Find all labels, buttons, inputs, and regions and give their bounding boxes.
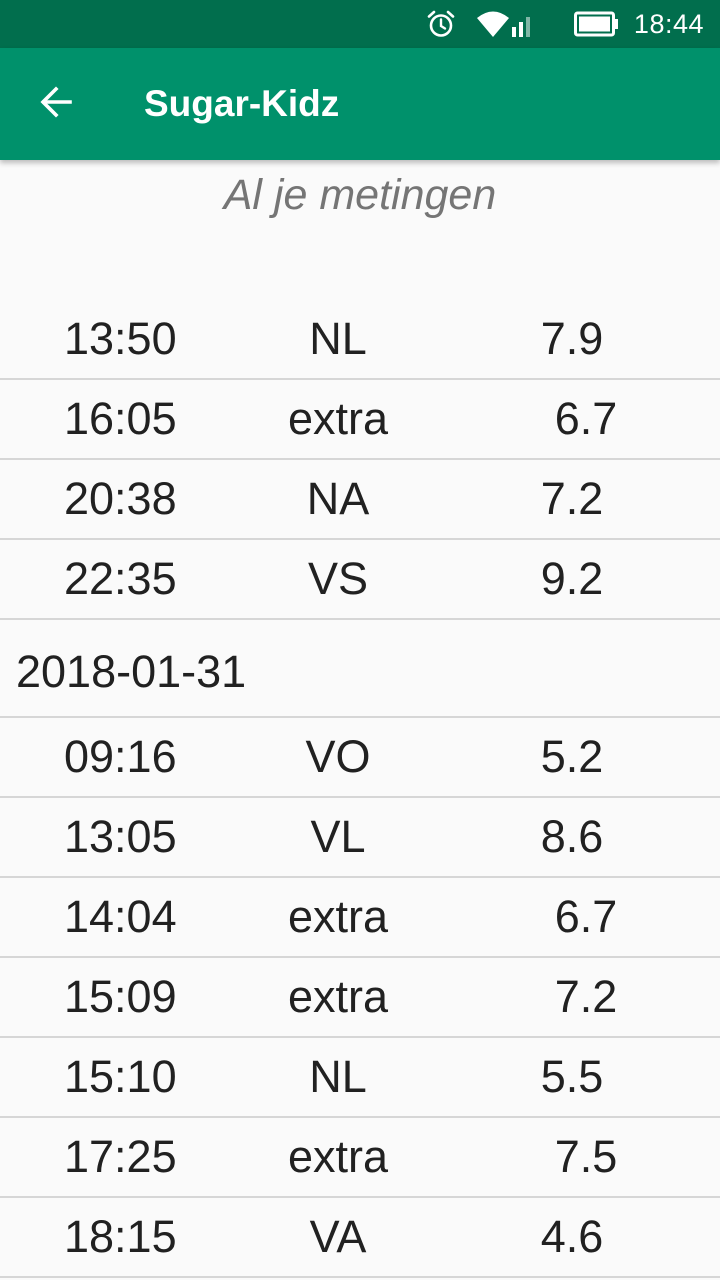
- measurement-time: 18:15: [64, 1211, 177, 1262]
- measurement-value: 6.7: [554, 891, 618, 942]
- back-button[interactable]: [20, 76, 92, 132]
- measurement-time: 13:50: [64, 313, 177, 364]
- measurement-type: VO: [305, 731, 371, 782]
- measurement-type: NA: [306, 473, 370, 524]
- wifi-icon: [476, 9, 510, 39]
- measurement-value: 8.6: [540, 811, 604, 862]
- list-item[interactable]: 15:09 extra 7.2: [0, 958, 720, 1038]
- signal-icon: [510, 9, 534, 39]
- list-item[interactable]: 13:05 VL 8.6: [0, 798, 720, 878]
- measurement-value: 7.5: [554, 1131, 618, 1182]
- measurement-value: 9.2: [540, 553, 604, 604]
- measurement-type: NL: [309, 313, 367, 364]
- arrow-back-icon: [38, 84, 74, 125]
- measurement-value: 7.9: [540, 313, 604, 364]
- measurement-type: extra: [287, 891, 389, 942]
- list-item[interactable]: 16:05 extra 6.7: [0, 380, 720, 460]
- date-header: 2018-01-31: [16, 646, 247, 697]
- measurement-value: 7.2: [540, 473, 604, 524]
- measurement-time: 20:38: [64, 473, 177, 524]
- measurement-type: VS: [307, 553, 369, 604]
- status-icons: 18:44: [426, 0, 704, 48]
- list-item[interactable]: 13:50 NL 7.9: [0, 300, 720, 380]
- measurement-value: 7.2: [554, 971, 618, 1022]
- measurement-type: extra: [287, 393, 389, 444]
- measurement-list[interactable]: 13:50 NL 7.9 16:05 extra 6.7 20:38 NA 7.…: [0, 300, 720, 1278]
- measurement-time: 17:25: [64, 1131, 177, 1182]
- measurement-value: 6.7: [554, 393, 618, 444]
- list-item[interactable]: 09:16 VO 5.2: [0, 718, 720, 798]
- app-title: Sugar-Kidz: [144, 83, 340, 124]
- status-time: 18:44: [633, 8, 704, 39]
- measurement-time: 15:09: [64, 971, 177, 1022]
- list-item[interactable]: 17:25 extra 7.5: [0, 1118, 720, 1198]
- measurement-type: VA: [309, 1211, 367, 1262]
- content: Al je metingen 13:50 NL 7.9 16:05 extra …: [0, 160, 720, 1280]
- measurement-type: NL: [309, 1051, 367, 1102]
- list-item[interactable]: 15:10 NL 5.5: [0, 1038, 720, 1118]
- measurement-type: extra: [287, 1131, 389, 1182]
- measurement-time: 14:04: [64, 891, 177, 942]
- status-bar: 18:44: [0, 0, 720, 48]
- alarm-icon: [426, 9, 456, 39]
- measurement-value: 5.5: [540, 1051, 604, 1102]
- measurement-type: extra: [287, 971, 389, 1022]
- app-bar: Sugar-Kidz: [0, 48, 720, 160]
- measurement-time: 22:35: [64, 553, 177, 604]
- measurement-value: 4.6: [540, 1211, 604, 1262]
- measurement-time: 13:05: [64, 811, 177, 862]
- list-item[interactable]: 20:38 NA 7.2: [0, 460, 720, 540]
- page-subtitle: Al je metingen: [223, 171, 497, 219]
- measurement-type: VL: [310, 811, 366, 862]
- date-header-row: 2018-01-31: [0, 620, 720, 718]
- list-item[interactable]: 22:35 VS 9.2: [0, 540, 720, 620]
- list-item[interactable]: 14:04 extra 6.7: [0, 878, 720, 958]
- measurement-time: 09:16: [64, 731, 177, 782]
- measurement-time: 15:10: [64, 1051, 177, 1102]
- battery-icon: [573, 11, 620, 37]
- measurement-time: 16:05: [64, 393, 177, 444]
- list-item[interactable]: 18:15 VA 4.6: [0, 1198, 720, 1278]
- measurement-value: 5.2: [540, 731, 604, 782]
